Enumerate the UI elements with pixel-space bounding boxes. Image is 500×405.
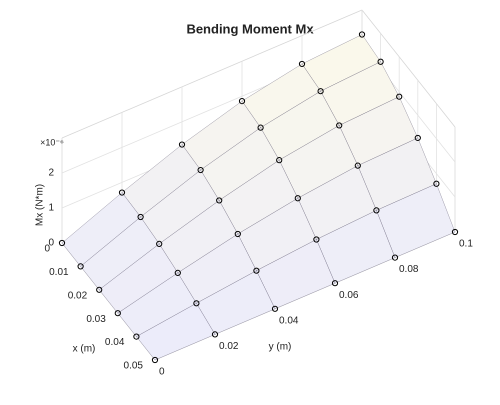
- y-tick-label: 0: [159, 367, 165, 378]
- x-tick-label: 0.03: [86, 314, 106, 325]
- y-axis-label: y (m): [269, 342, 292, 353]
- surface-patch: [136, 303, 216, 361]
- data-point: [211, 331, 219, 338]
- chart-title: Bending Moment Mx: [186, 21, 314, 36]
- data-point: [271, 305, 279, 312]
- y-tick-label: 0.02: [219, 341, 239, 352]
- data-point: [276, 157, 283, 164]
- data-point: [238, 98, 246, 105]
- x-tick-label: 0.05: [124, 361, 144, 372]
- y-tick-label: 0.08: [399, 264, 419, 275]
- data-point: [354, 162, 361, 169]
- data-point: [331, 280, 339, 287]
- data-point: [336, 122, 343, 129]
- data-point: [391, 254, 399, 261]
- data-point: [358, 31, 366, 38]
- z-tick-label: 2: [48, 168, 54, 179]
- data-point: [234, 230, 241, 238]
- data-point: [156, 240, 163, 247]
- data-point: [373, 207, 380, 214]
- data-point: [197, 166, 204, 174]
- data-point: [396, 93, 403, 100]
- data-point: [174, 269, 181, 276]
- data-point: [253, 267, 260, 274]
- z-tick-label: 1: [48, 203, 54, 214]
- data-point: [451, 228, 459, 236]
- data-point: [58, 239, 66, 247]
- data-point: [77, 263, 84, 270]
- data-point: [216, 197, 223, 204]
- z-exponent: ×10⁻⁶: [40, 137, 64, 147]
- data-point: [193, 300, 200, 307]
- data-point: [257, 124, 264, 131]
- data-point: [433, 180, 440, 187]
- box-edge: [61, 9, 363, 139]
- y-tick-label: 0.04: [279, 315, 299, 326]
- data-point: [313, 236, 320, 243]
- data-point: [133, 333, 140, 340]
- data-point: [178, 141, 186, 148]
- x-tick-label: 0: [44, 244, 50, 255]
- y-tick-label: 0.06: [339, 290, 359, 301]
- data-point: [294, 195, 301, 202]
- data-point: [137, 213, 144, 221]
- x-tick-label: 0.04: [105, 337, 125, 348]
- data-point: [317, 88, 324, 95]
- y-tick-label: 0.1: [459, 239, 473, 250]
- x-tick-label: 0.01: [49, 267, 69, 278]
- box-edge: [361, 9, 456, 128]
- data-point: [118, 189, 126, 196]
- data-point: [414, 134, 421, 142]
- data-point: [298, 60, 306, 68]
- z-axis-label: Mx (N*m): [35, 184, 46, 226]
- z-tick-label: 0: [48, 238, 54, 249]
- data-point: [151, 356, 159, 364]
- data-point: [96, 286, 103, 293]
- data-point: [114, 310, 121, 317]
- x-tick-label: 0.02: [68, 290, 88, 301]
- x-axis-label: x (m): [73, 344, 96, 355]
- data-point: [377, 58, 384, 65]
